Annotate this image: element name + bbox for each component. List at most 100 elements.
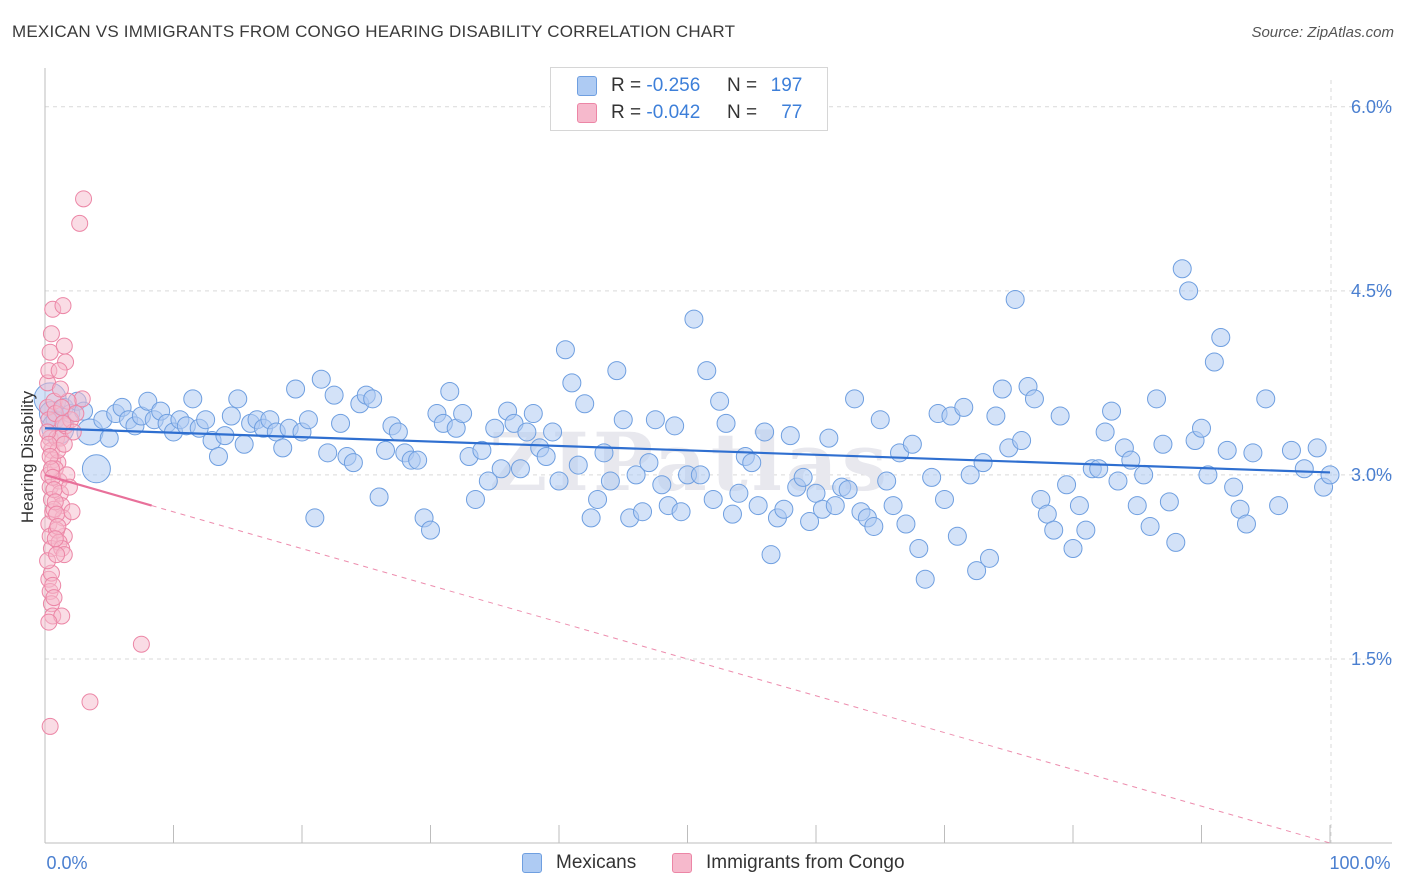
- point-mexicans: [465, 489, 485, 509]
- point-mexicans: [864, 516, 884, 536]
- point-mexicans: [1159, 492, 1179, 512]
- point-congo: [53, 398, 71, 416]
- point-mexicans: [793, 467, 813, 487]
- point-mexicans: [1089, 459, 1109, 479]
- grid-lines: [45, 80, 1392, 843]
- y-tick-label: 6.0%: [1351, 97, 1392, 117]
- point-mexicans: [228, 389, 248, 409]
- point-mexicans: [761, 545, 781, 565]
- point-mexicans: [967, 561, 987, 581]
- point-mexicans: [305, 508, 325, 528]
- stats-swatch-congo: [577, 103, 597, 123]
- point-mexicans: [960, 465, 980, 485]
- point-mexicans: [845, 389, 865, 409]
- point-congo: [63, 503, 81, 521]
- point-mexicans: [877, 471, 897, 491]
- stats-row-congo: R = -0.042 N = 77: [577, 100, 802, 126]
- point-mexicans: [1269, 496, 1289, 516]
- point-mexicans: [421, 520, 440, 540]
- stats-r-label: R =: [611, 102, 642, 123]
- point-congo: [41, 717, 59, 735]
- trend-line-mexicans: [44, 427, 1331, 474]
- point-mexicans: [311, 369, 331, 389]
- point-mexicans: [388, 422, 408, 442]
- point-mexicans: [208, 447, 228, 466]
- point-congo: [55, 337, 73, 355]
- legend-label-mexicans: Mexicans: [556, 852, 637, 873]
- point-mexicans: [234, 434, 254, 454]
- point-mexicans: [1294, 459, 1314, 479]
- point-mexicans: [1256, 389, 1276, 409]
- point-mexicans: [710, 391, 730, 411]
- stats-swatch-mexicans: [577, 76, 597, 96]
- point-mexicans: [1153, 434, 1173, 454]
- point-mexicans: [1140, 516, 1160, 536]
- point-mexicans: [626, 465, 646, 485]
- point-mexicans: [639, 453, 659, 473]
- point-mexicans: [363, 389, 383, 409]
- point-mexicans: [742, 453, 762, 473]
- point-mexicans: [273, 438, 293, 458]
- point-mexicans: [1108, 471, 1128, 491]
- point-mexicans: [915, 569, 935, 589]
- point-mexicans: [408, 450, 428, 470]
- point-mexicans: [1012, 431, 1032, 451]
- point-congo: [51, 380, 69, 398]
- point-mexicans: [703, 489, 723, 509]
- point-mexicans: [684, 309, 704, 329]
- stats-legend: R = -0.256 N = 197 R = -0.042 N = 77: [550, 67, 828, 131]
- point-mexicans: [613, 410, 633, 430]
- point-mexicans: [1320, 465, 1340, 485]
- chart-title: MEXICAN VS IMMIGRANTS FROM CONGO HEARING…: [12, 22, 736, 41]
- point-mexicans: [665, 416, 685, 436]
- point-mexicans: [517, 422, 537, 442]
- legend-label-congo: Immigrants from Congo: [706, 852, 905, 873]
- point-mexicans: [523, 404, 543, 424]
- point-mexicans: [1069, 496, 1089, 516]
- y-tick-label: 3.0%: [1351, 465, 1392, 485]
- point-mexicans: [800, 512, 820, 532]
- point-mexicans: [1044, 520, 1064, 540]
- legend-item-mexicans[interactable]: Mexicans: [522, 852, 636, 874]
- point-mexicans: [652, 475, 672, 495]
- point-congo: [55, 435, 73, 453]
- legend-swatch-mexicans: [522, 853, 542, 873]
- point-mexicans: [1102, 401, 1122, 421]
- point-mexicans: [1050, 406, 1070, 426]
- point-mexicans: [138, 391, 158, 411]
- point-mexicans: [986, 406, 1006, 426]
- point-mexicans: [453, 404, 473, 424]
- point-mexicans: [1057, 475, 1077, 495]
- stats-n-value: 197: [770, 75, 803, 96]
- point-mexicans: [1243, 443, 1263, 463]
- point-mexicans: [510, 459, 530, 479]
- point-congo: [46, 530, 64, 548]
- point-mexicans: [825, 496, 845, 516]
- point-mexicans: [755, 422, 775, 442]
- point-mexicans: [440, 381, 460, 401]
- stats-n-label: N =: [726, 75, 758, 96]
- bottom-legend: Mexicans Immigrants from Congo: [0, 852, 1406, 878]
- point-mexicans: [324, 385, 344, 405]
- point-mexicans: [1236, 514, 1256, 534]
- point-mexicans: [376, 440, 396, 460]
- point-mexicans: [774, 499, 794, 519]
- data-points: [33, 190, 1340, 735]
- point-mexicans: [318, 443, 338, 463]
- point-congo: [45, 589, 63, 607]
- point-mexicans: [369, 487, 389, 507]
- point-mexicans: [485, 418, 505, 438]
- point-mexicans: [607, 361, 627, 381]
- tick-labels: 1.5% 3.0% 4.5% 6.0% 0.0% 100.0% Hearing Disabi…: [18, 97, 1392, 873]
- point-mexicans: [671, 502, 691, 522]
- point-mexicans: [1224, 477, 1244, 497]
- point-mexicans: [1095, 422, 1115, 442]
- point-congo: [48, 546, 66, 564]
- point-congo: [67, 405, 85, 423]
- point-mexicans: [568, 455, 588, 475]
- point-mexicans: [883, 496, 903, 516]
- point-mexicans: [575, 394, 595, 414]
- legend-item-congo[interactable]: Immigrants from Congo: [672, 852, 905, 874]
- stats-n-label: N =: [726, 102, 758, 123]
